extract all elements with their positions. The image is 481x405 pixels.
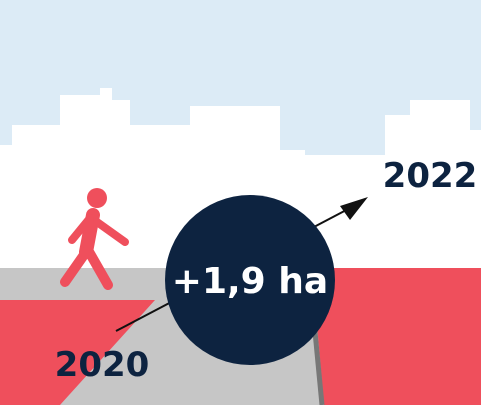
red-area-right (312, 268, 481, 405)
change-label: +1,9 ha (172, 261, 328, 302)
infographic: +1,9 ha 2020 2022 (0, 0, 481, 405)
end-year: 2022 (383, 156, 478, 196)
start-year: 2020 (55, 345, 150, 385)
